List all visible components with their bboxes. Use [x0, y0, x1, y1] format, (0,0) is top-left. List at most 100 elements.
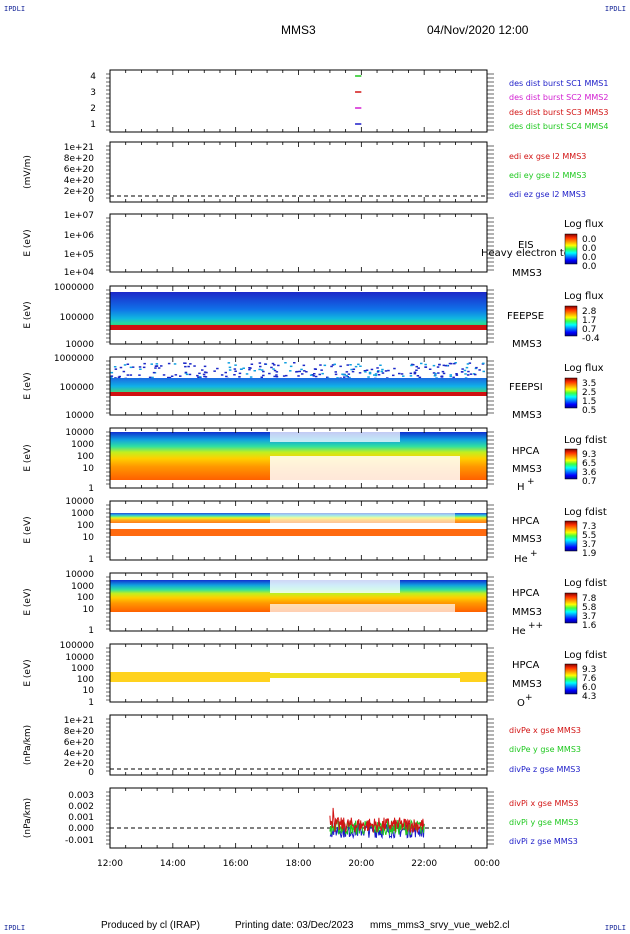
- divpe-legend-y: divPe y gse MMS3: [509, 745, 581, 754]
- divpi-ytick-4: -0.001: [65, 836, 94, 846]
- hpca-he-side-label-instrument: HPCA: [512, 516, 540, 527]
- feepsi-count-dot: [442, 364, 446, 367]
- feepsi-count-dot: [323, 364, 327, 367]
- feepsi-count-dot: [289, 370, 292, 372]
- hpca-hepp-side-label-sc: MMS3: [512, 607, 542, 618]
- hpca-he-ytick-3: 10: [83, 533, 95, 543]
- corner-mark-top-left: IPDLI: [4, 5, 26, 13]
- hpca-o-cb-val-2: 6.0: [582, 683, 597, 693]
- feepsi-count-dot: [374, 374, 378, 377]
- divpi-legend-z: divPi z gse MMS3: [509, 837, 578, 846]
- feepsi-count-dot: [452, 376, 455, 379]
- feepsi-count-dot: [302, 364, 306, 367]
- feepsi-count-dot: [262, 370, 265, 373]
- burst-ytick-4: 4: [90, 72, 96, 82]
- feepsi-count-dot: [249, 376, 253, 378]
- divpi-ytick-2: 0.001: [68, 813, 94, 823]
- hpca-hepp-ytick-0: 10000: [65, 570, 94, 580]
- feepsi-count-dot: [440, 375, 444, 377]
- feepsi-count-dot: [454, 362, 457, 364]
- feepsi-count-dot: [339, 365, 342, 368]
- feepsi-count-dot: [319, 364, 322, 366]
- feepsi-count-dot: [402, 375, 405, 377]
- feepsi-count-dot: [160, 365, 163, 367]
- feepsi-count-dot: [352, 368, 356, 370]
- feepsi-count-dot: [455, 373, 458, 375]
- feepsi-count-dot: [334, 371, 337, 373]
- feepsi-count-dot: [268, 372, 271, 375]
- hpca-hepp-ytick-1: 1000: [71, 582, 94, 592]
- feepsi-count-dot: [380, 370, 384, 373]
- divpe-legend-z: divPe z gse MMS3: [509, 765, 580, 774]
- panel-hpca-he: 10000 1000 100 10 1 E (eV) HPCA MMS3 He …: [23, 497, 607, 565]
- hpca-he-side-label-sc: MMS3: [512, 534, 542, 545]
- eis-cb-val-2: 0.0: [582, 253, 597, 263]
- feepsi-count-dot: [151, 376, 154, 379]
- edi-ytick-0: 1e+21: [64, 143, 94, 153]
- feepsi-count-dot: [358, 372, 362, 374]
- hpca-hepp-cb-val-3: 1.6: [582, 621, 597, 631]
- hpca-he-colorbar-title: Log fdist: [564, 507, 607, 518]
- axis-tick-marks: [106, 70, 494, 848]
- feepsi-count-dot: [418, 376, 422, 379]
- feepse-colorbar: [564, 305, 578, 337]
- feepsi-count-dot: [297, 375, 300, 377]
- hpca-o-band-late: [460, 672, 487, 682]
- feepsi-count-dot: [227, 362, 231, 364]
- feepsi-count-dot: [110, 371, 114, 374]
- feepsi-count-dot: [370, 368, 374, 371]
- feepsi-count-dot: [463, 369, 467, 372]
- feepsi-count-dot: [434, 372, 437, 375]
- feepsi-count-dot: [131, 366, 135, 368]
- feepsi-count-dot: [138, 374, 141, 376]
- feepsi-count-dot: [363, 370, 367, 372]
- burst-legend-mms3: des dist burst SC3 MMS3: [509, 108, 608, 117]
- feepsi-count-dot: [466, 363, 470, 365]
- feepse-ytick-2: 10000: [65, 340, 94, 350]
- edi-ytick-4: 2e+20: [64, 187, 95, 197]
- feepsi-count-dot: [311, 374, 314, 376]
- feepsi-count-dot: [449, 374, 452, 376]
- panel-hpca-h: 10000 1000 100 10 1 E (eV) HPCA MMS3 H +…: [23, 427, 607, 494]
- feepsi-count-dot: [259, 365, 262, 368]
- feepsi-count-dot: [248, 367, 251, 369]
- hpca-h-high-energy-gap: [270, 432, 400, 442]
- divpe-ylabel: (nPa/km): [23, 725, 33, 765]
- feepsi-count-dot: [330, 365, 333, 368]
- hpca-hepp-species-label: He: [512, 626, 526, 637]
- hpca-o-ytick-4: 10: [83, 686, 95, 696]
- feepsi-count-dot: [129, 366, 133, 369]
- eis-cb-val-1: 0.0: [582, 244, 597, 254]
- feepsi-count-dot: [245, 373, 249, 375]
- hpca-hepp-cb-val-1: 5.8: [582, 603, 597, 613]
- feepsi-count-dot: [113, 366, 117, 368]
- hpca-he-ytick-4: 1: [88, 555, 94, 565]
- feepsi-count-dot: [346, 376, 349, 378]
- feepsi-count-dot: [305, 371, 308, 373]
- feepsi-cb-val-2: 1.5: [582, 397, 596, 407]
- feepsi-count-dot: [142, 366, 146, 369]
- hpca-h-species-charge: +: [527, 477, 535, 487]
- feepsi-count-dot: [187, 365, 190, 368]
- feepsi-count-dot: [277, 364, 280, 367]
- feepse-ytick-1: 100000: [60, 313, 95, 323]
- feepsi-count-dot: [203, 375, 206, 378]
- panel-hpca-hepp: 10000 1000 100 10 1 E (eV) HPCA MMS3 He …: [23, 570, 607, 637]
- divpi-legend-y: divPi y gse MMS3: [509, 818, 578, 827]
- panel-feepsi: 1000000 100000 10000 E (eV) FEEPSI MMS3 …: [23, 354, 604, 421]
- divpe-ytick-2: 6e+20: [64, 738, 95, 748]
- feepsi-count-dot: [474, 373, 477, 376]
- feepsi-count-dot: [455, 374, 459, 376]
- feepsi-count-dot: [167, 376, 170, 379]
- feepsi-count-dot: [262, 374, 265, 377]
- feepsi-count-dot: [285, 374, 288, 377]
- feepsi-count-dot: [170, 375, 174, 377]
- eis-ytick-1: 1e+06: [64, 231, 95, 241]
- feepsi-count-dot: [410, 363, 414, 366]
- feepsi-cb-val-3: 0.5: [582, 406, 596, 416]
- panel-edi: 1e+21 8e+20 6e+20 4e+20 2e+20 0 (mV/m) e…: [23, 141, 587, 205]
- feepsi-count-dot: [409, 375, 413, 377]
- feepsi-count-dot: [377, 374, 381, 376]
- feepsi-count-dot: [110, 375, 114, 377]
- feepsi-count-dot: [359, 365, 362, 367]
